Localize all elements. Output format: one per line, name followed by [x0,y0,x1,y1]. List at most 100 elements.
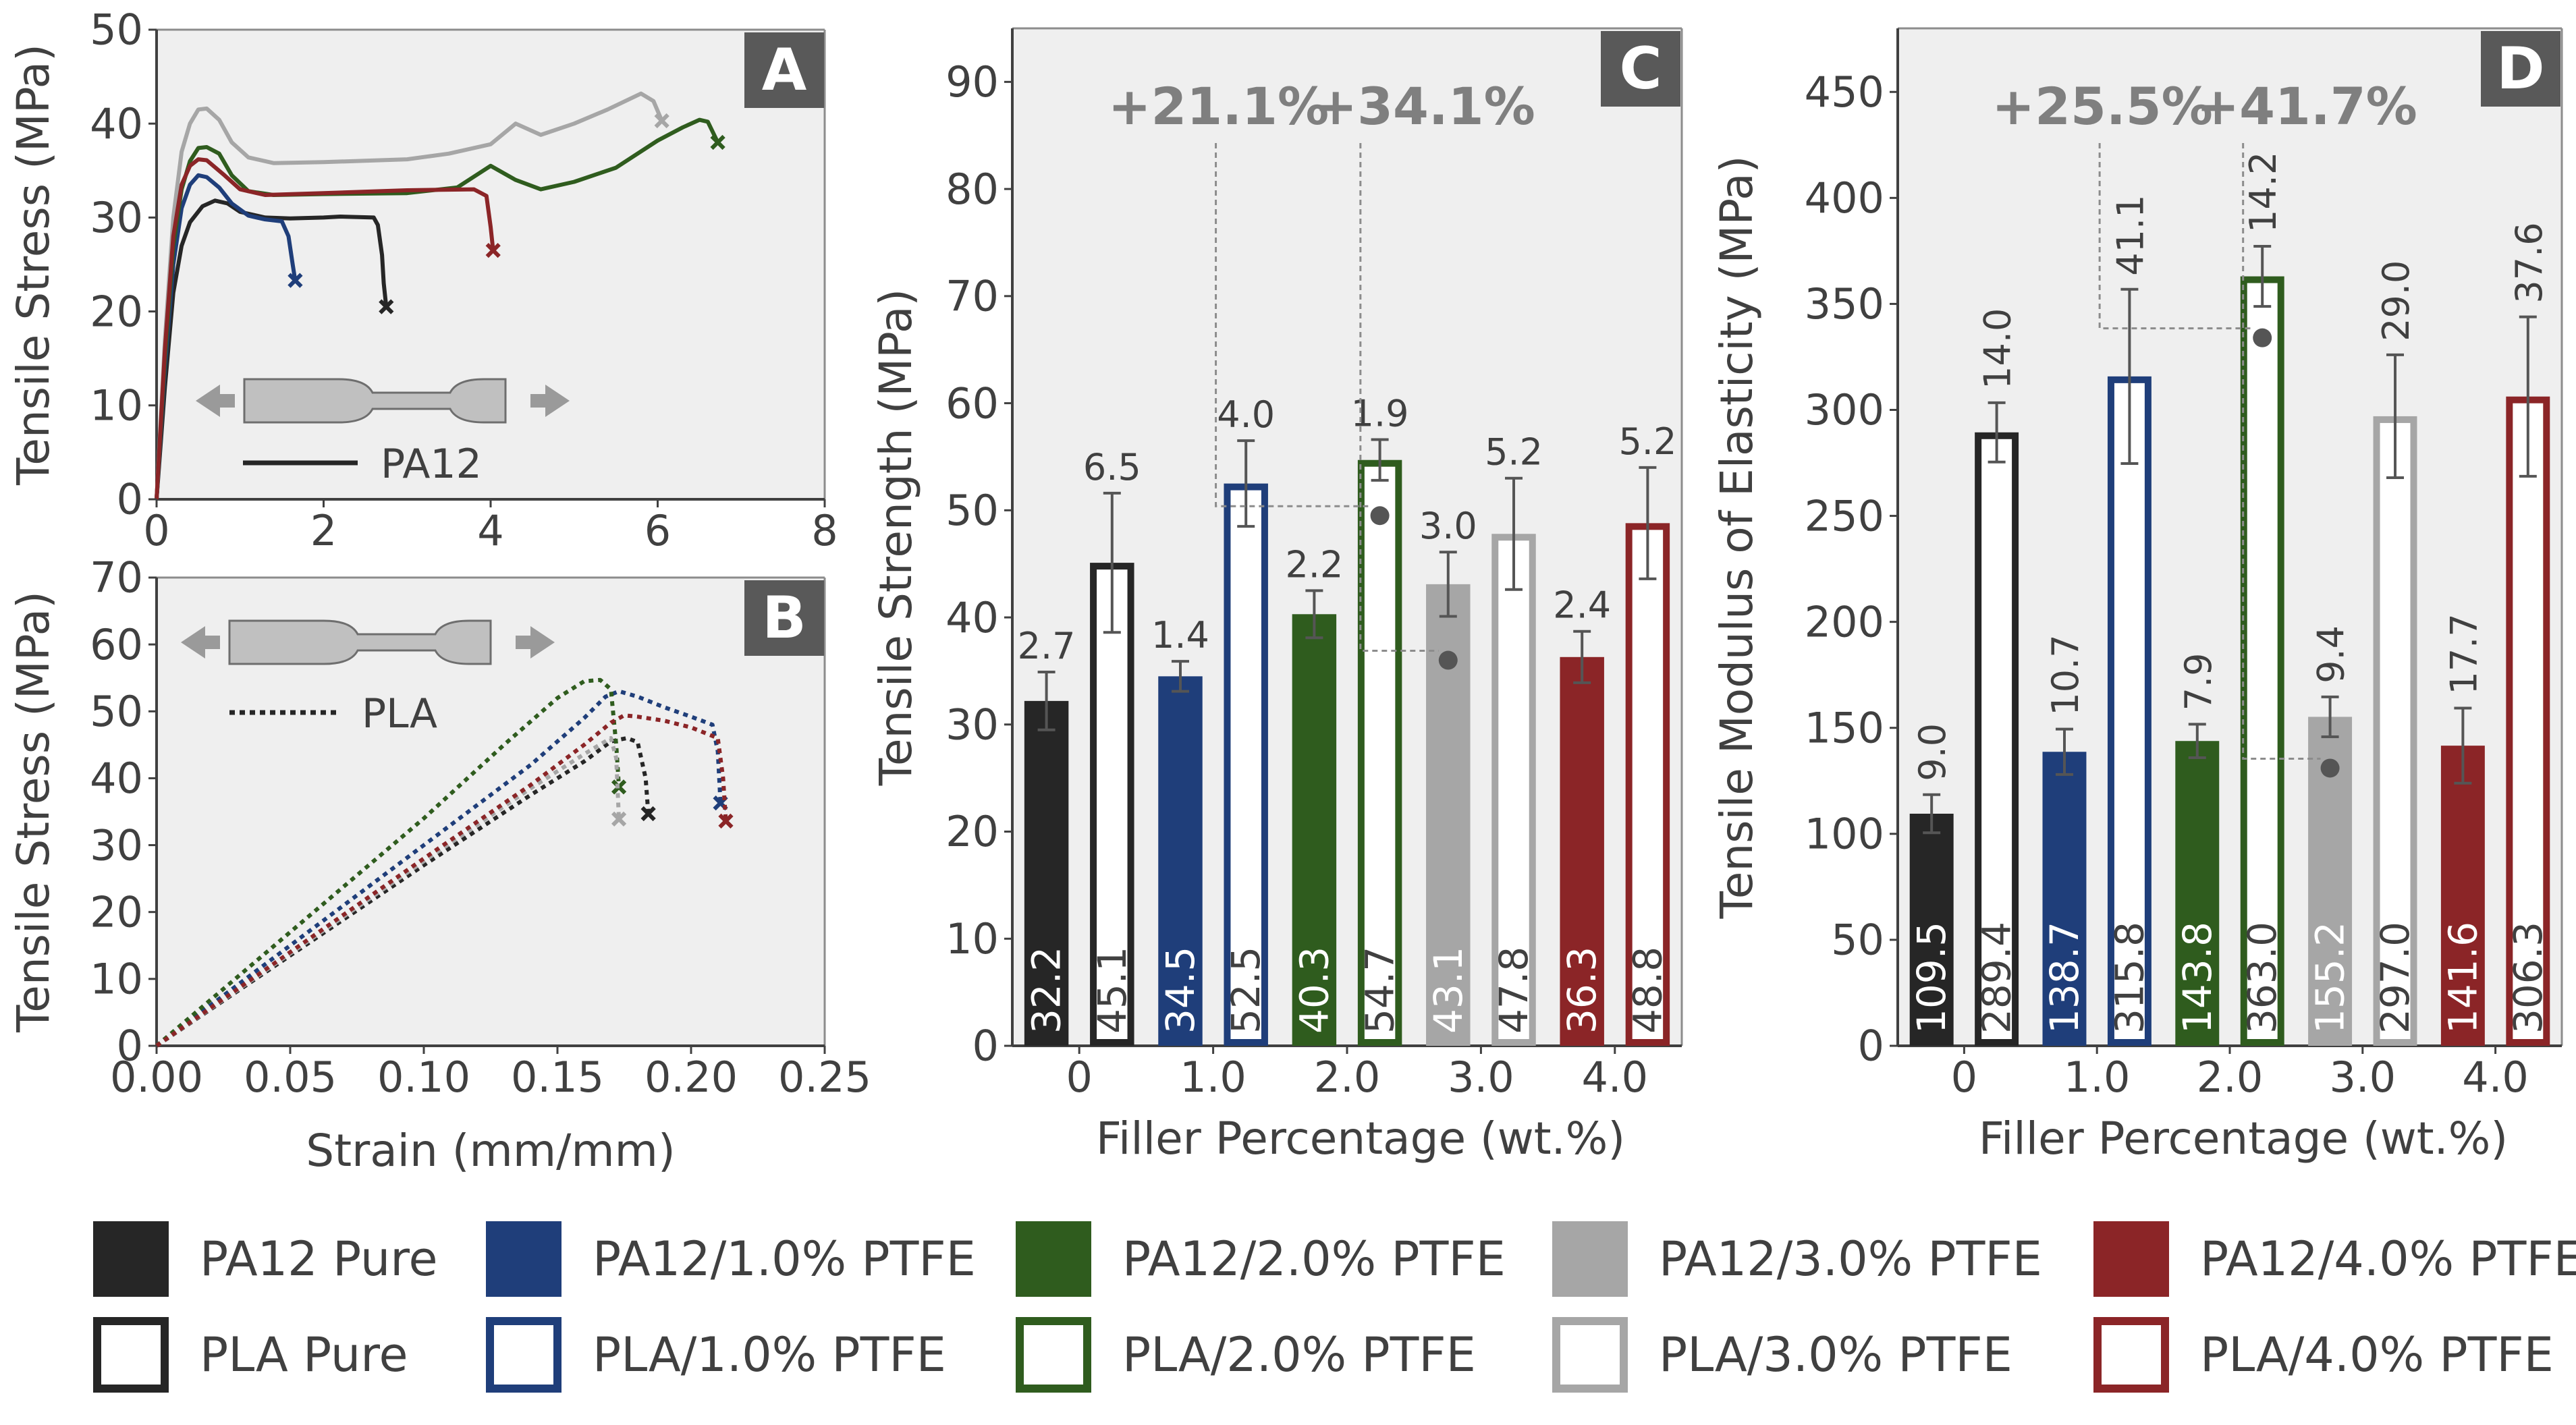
x-tick-label: 2.0 [2197,1053,2264,1102]
y-axis-title: Tensile Stress (MPa) [7,44,59,486]
bar-pa12 [2175,741,2220,1046]
bar-value-label: 297.0 [2372,922,2418,1034]
bar-value-label: 289.4 [1974,922,2020,1034]
bar-pa12 [1292,614,1337,1046]
panel-c: 0 32.2 2.7 45.1 6.5 1.0 34.5 1.4 52.5 4.0 2.0 40.3 2… [870,27,1683,1165]
bar-value-label: 109.5 [1909,922,1954,1034]
y-tick-label: 20 [946,807,999,856]
bar-value-label: 363.0 [2239,922,2285,1034]
arrow-left-icon [181,626,220,659]
x-tick-label: 0.15 [511,1053,604,1102]
error-value-label: 4.0 [1217,393,1275,436]
x-tick-label: 0 [1951,1053,1977,1102]
arrow-right-icon [530,385,570,417]
legend-label: PLA/3.0% PTFE [1659,1327,2012,1382]
error-value-label: 14.2 [2242,152,2284,233]
y-tick-label: 60 [90,620,143,669]
bar-value-label: 138.7 [2041,922,2087,1034]
specimen-label: PLA [362,690,437,737]
bar-pa12 [1024,700,1069,1046]
x-tick-label: 4.0 [2462,1053,2529,1102]
x-tick-label: 0.00 [110,1053,203,1102]
y-tick-label: 30 [90,193,143,242]
panel-label: D [2496,35,2544,103]
legend-label: PLA/2.0% PTFE [1122,1327,1476,1382]
legend-label: PA12/4.0% PTFE [2200,1231,2576,1287]
error-value-label: 29.0 [2375,260,2417,341]
legend-swatch [1552,1317,1628,1393]
annotation-label: +34.1% [1314,76,1535,136]
y-tick-label: 90 [946,57,999,107]
error-value-label: 14.0 [1977,308,2019,389]
bar-value-label: 155.2 [2307,922,2353,1034]
x-tick-label: 3.0 [1448,1053,1514,1102]
bar-pa12 [2042,752,2087,1046]
annotation-label: +25.5% [1992,76,2212,136]
error-value-label: 5.2 [1618,420,1676,463]
arrow-left-icon [196,385,235,417]
bar-value-label: 143.8 [2174,922,2220,1034]
y-tick-label: 50 [1831,916,1884,965]
bar-pa12 [2440,746,2485,1046]
panel-badge [744,580,824,656]
y-tick-label: 40 [90,99,143,148]
y-tick-label: 250 [1805,491,1884,540]
bar-value-label: 36.3 [1559,947,1605,1034]
y-tick-label: 20 [90,287,143,336]
y-tick-label: 30 [946,700,999,749]
y-tick-label: 30 [90,820,143,870]
annotation-leader [2242,143,2321,760]
series-end-marker [287,273,303,288]
arrow-right-icon [516,626,555,659]
x-tick-label: 0.05 [244,1053,337,1102]
x-tick-label: 0 [1066,1053,1092,1102]
series-line-pa12-3-0-ptfe [155,91,664,500]
legend-swatch [1016,1317,1091,1393]
series-line-pa12-4-0-ptfe [155,157,495,500]
x-axis-title: Strain (mm/mm) [306,1125,675,1177]
panel-label: B [762,584,806,652]
y-tick-label: 50 [90,687,143,736]
error-value-label: 9.4 [2310,625,2353,683]
y-tick-label: 150 [1805,703,1884,752]
panel-b: PLA 0 10 20 30 40 50 60 70 0.00 0.05 0.10 0.15 0.20 0.… [7,553,871,1177]
bar-value-label: 48.8 [1624,947,1670,1034]
x-tick-label: 0.25 [778,1053,871,1102]
legend-label: PLA/1.0% PTFE [593,1327,946,1382]
y-tick-label: 80 [946,165,999,214]
legend-swatch [2093,1317,2169,1393]
legend-swatch [1552,1221,1628,1297]
legend-swatch [486,1221,561,1297]
x-tick-label: 3.0 [2329,1053,2396,1102]
bar-pa12 [1560,656,1604,1046]
y-tick-label: 20 [90,887,143,937]
error-value-label: 7.9 [2177,653,2220,711]
annotation-dot [2320,758,2340,778]
specimen-icon [228,619,492,665]
series-end-marker [379,299,394,314]
y-tick-label: 60 [946,379,999,428]
y-axis-title: Tensile Modulus of Elasticity (MPa) [1711,156,1763,920]
series-end-marker [718,813,734,829]
panel-label: A [762,36,807,104]
y-tick-label: 40 [90,754,143,803]
x-tick-label: 8 [811,506,838,555]
panel-label: C [1619,35,1662,103]
legend-swatch [93,1317,169,1393]
error-value-label: 37.6 [2508,222,2550,303]
y-tick-label: 300 [1805,385,1884,435]
series-line-pla-1-0-ptfe [155,689,723,1048]
error-value-label: 3.0 [1419,505,1477,547]
x-tick-label: 0 [143,506,169,555]
panel-badge [744,32,824,108]
series-line-pa12-1-0-ptfe [155,173,298,500]
y-tick-label: 10 [90,955,143,1004]
annotation-leader [1359,143,1439,652]
legend-swatch [93,1221,169,1297]
bar-pa12 [1909,813,1954,1046]
bar-pa12 [1158,676,1203,1046]
error-value-label: 41.1 [2109,195,2152,276]
y-tick-label: 100 [1805,810,1884,859]
annotation-label: +21.1% [1108,76,1329,136]
